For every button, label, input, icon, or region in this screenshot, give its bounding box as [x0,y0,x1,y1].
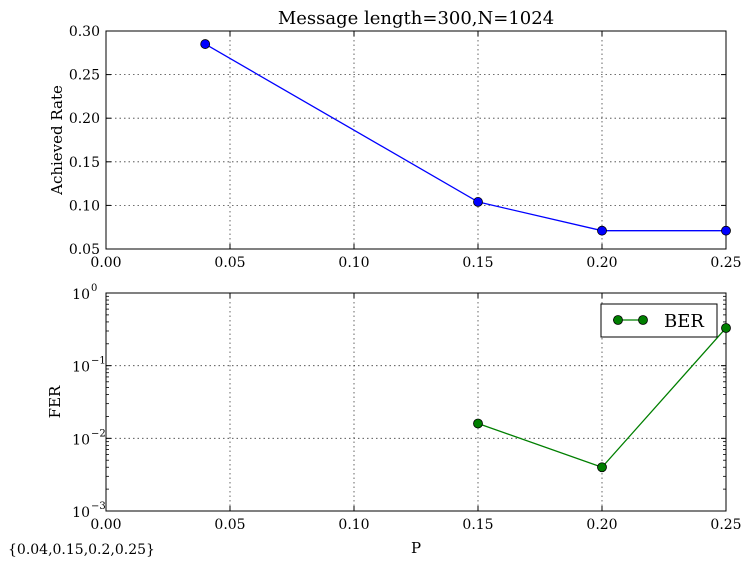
x-tick-label: 0.05 [214,517,245,533]
x-tick-label: 0.25 [710,517,741,533]
data-point [200,39,211,49]
data-point [597,462,607,473]
fer-series [473,323,731,473]
x-tick-label: 0.00 [90,517,121,533]
y-tick-label: 0.15 [69,155,100,171]
fer-y-axis-label: FER [46,385,64,418]
x-tick-label: 0.05 [214,255,245,271]
data-point [721,225,731,236]
y-tick-label: 0.05 [69,242,100,258]
y-tick-label: 10 [72,287,90,303]
y-tick-exponent: −1 [91,356,106,367]
data-point [597,225,607,236]
data-point [721,323,731,333]
x-tick-label: 0.10 [338,255,369,271]
y-tick-exponent: −2 [91,428,106,439]
y-tick-exponent: −3 [91,501,106,512]
x-tick-label: 0.00 [90,255,121,271]
legend-entry-ber: BER [664,311,704,332]
y-tick-label: 10 [72,505,90,521]
data-point [473,197,483,207]
x-tick-label: 0.15 [462,517,493,533]
y-tick-exponent: 0 [91,283,97,294]
fer-plot-frame [105,292,727,512]
rate-grid [106,31,726,249]
legend-marker [613,315,623,325]
legend-marker [638,315,648,325]
y-tick-label: 0.25 [69,68,100,84]
rate-plot-frame [105,30,727,250]
y-tick-label: 10 [72,360,90,376]
rate-subplot: 0.00 0.05 0.10 0.15 0.20 0.250.050.100.150.20… [48,8,742,271]
x-tick-label: 0.10 [338,517,369,533]
rate-ticks: 0.00 0.05 0.10 0.15 0.20 0.250.050.100.150.20… [69,24,742,271]
x-tick-label: 0.20 [586,517,617,533]
x-tick-label: 0.15 [462,255,493,271]
x-tick-label: 0.20 [586,255,617,271]
data-point [473,418,483,429]
rate-series [200,39,731,236]
legend: BER [600,303,718,338]
rate-y-axis-label: Achieved Rate [48,85,66,196]
footnote: {0.04,0.15,0.2,0.25} [8,542,155,558]
chart-title: Message length=300,N=1024 [278,8,554,29]
y-tick-label: 10 [72,432,90,448]
series-line [204,43,726,232]
y-tick-label: 0.10 [69,198,100,214]
y-tick-label: 0.30 [69,24,100,40]
fer-x-axis-label: P [411,539,421,557]
y-tick-label: 0.20 [69,111,100,127]
x-tick-label: 0.25 [710,255,741,271]
